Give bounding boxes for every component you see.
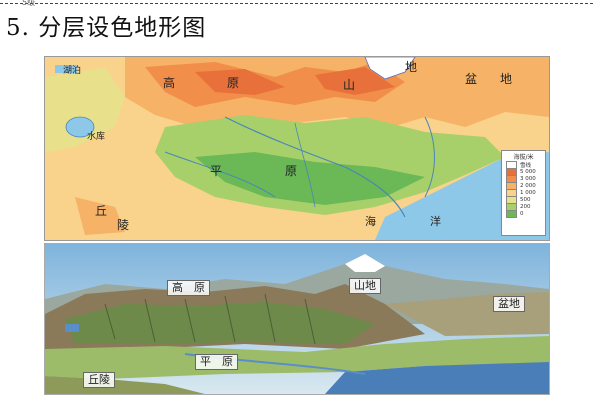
map-label-plateau-2: 原	[227, 76, 239, 90]
map-label-plain-2: 原	[285, 164, 297, 178]
page-title: 5. 分层设色地形图	[6, 15, 207, 41]
terrain-panorama: 高 原 山地 盆地 平 原 丘陵	[44, 243, 550, 395]
legend-label: 雪线	[520, 162, 532, 169]
map-label-lake: 湖泊	[63, 65, 81, 76]
header-dashed-line	[0, 3, 593, 4]
panorama-graphic	[45, 244, 549, 394]
elevation-legend: 海拔/米 雪线 5 000 3 000 2 000 1 000 500 200 …	[501, 150, 546, 236]
terrain-map-graphic: 湖泊 高 原 山 地 盆 地 水库 平 原 丘 陵 海 洋	[45, 57, 549, 240]
pano-label-mountain: 山地	[349, 278, 381, 294]
map-label-basin-2: 地	[500, 72, 512, 86]
pano-label-plain: 平 原	[195, 354, 238, 370]
pano-label-plateau: 高 原	[167, 280, 210, 296]
legend-label: 200	[520, 203, 531, 210]
legend-label: 2 000	[520, 182, 536, 189]
legend-label: 0	[520, 210, 524, 217]
header-mark: 5级	[22, 0, 36, 7]
map-label-ocean-1: 海	[365, 214, 376, 228]
map-label-mountain-2: 地	[405, 60, 417, 74]
map-label-plateau-1: 高	[163, 75, 175, 90]
legend-label: 1 000	[520, 189, 536, 196]
terrain-map: 湖泊 高 原 山 地 盆 地 水库 平 原 丘 陵 海 洋 海拔/米 雪线 5 …	[44, 56, 550, 241]
legend-label: 500	[520, 196, 531, 203]
map-label-ocean-2: 洋	[430, 214, 441, 228]
map-label-hills-2: 陵	[117, 218, 129, 232]
map-label-reservoir: 水库	[87, 130, 105, 142]
map-label-basin-1: 盆	[465, 72, 477, 86]
legend-row: 0	[506, 209, 545, 218]
legend-swatch	[506, 209, 517, 218]
pano-label-hills: 丘陵	[83, 372, 115, 388]
map-label-hills-1: 丘	[95, 204, 107, 218]
pano-label-basin: 盆地	[493, 296, 525, 312]
legend-title: 海拔/米	[513, 154, 534, 161]
legend-label: 3 000	[520, 175, 536, 182]
map-label-mountain-1: 山	[343, 78, 355, 92]
map-label-plain-1: 平	[210, 164, 222, 178]
legend-label: 5 000	[520, 168, 536, 175]
